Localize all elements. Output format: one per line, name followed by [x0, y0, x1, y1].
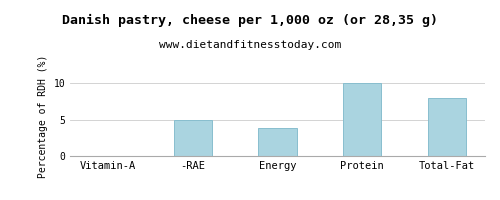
Bar — [258, 128, 296, 156]
Bar — [428, 98, 466, 156]
Text: Danish pastry, cheese per 1,000 oz (or 28,35 g): Danish pastry, cheese per 1,000 oz (or 2… — [62, 14, 438, 27]
Text: www.dietandfitnesstoday.com: www.dietandfitnesstoday.com — [159, 40, 341, 50]
Bar — [343, 83, 382, 156]
Y-axis label: Percentage of RDH (%): Percentage of RDH (%) — [38, 54, 48, 178]
Bar — [174, 120, 212, 156]
